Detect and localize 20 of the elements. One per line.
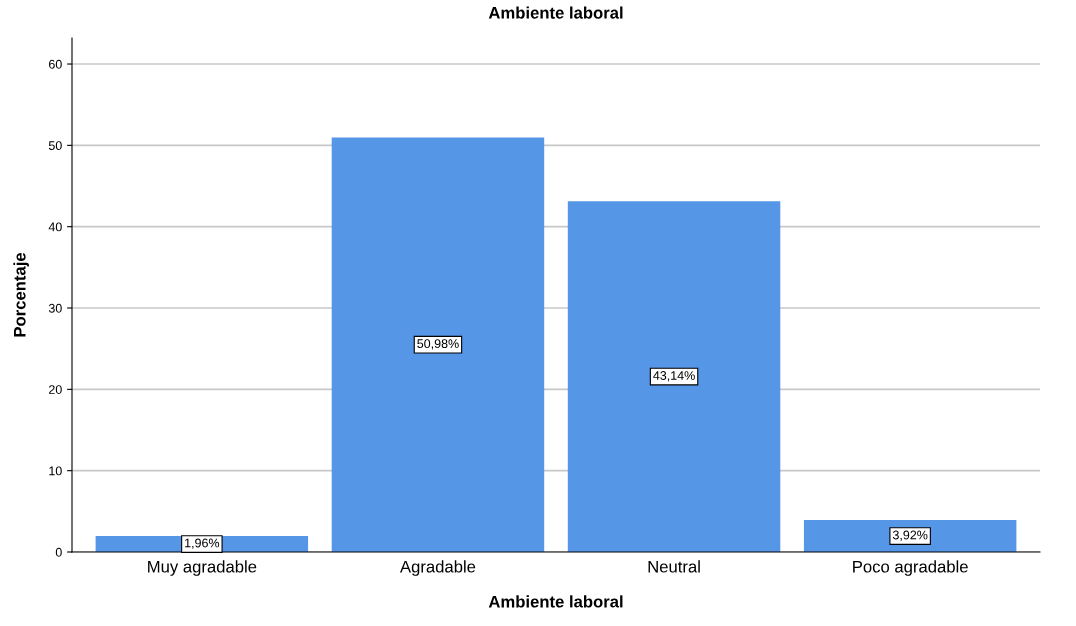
y-tick-label: 60 bbox=[49, 59, 62, 69]
data-label: 50,98% bbox=[417, 339, 459, 350]
x-tick-label: Muy agradable bbox=[148, 560, 257, 576]
chart-title: Ambiente laboral bbox=[488, 6, 623, 19]
bar bbox=[331, 137, 545, 552]
x-tick-label: Poco agradable bbox=[853, 560, 968, 576]
y-tick-label: 0 bbox=[55, 547, 62, 557]
y-tick-label: 20 bbox=[49, 385, 62, 394]
y-tick-label: 10 bbox=[49, 466, 62, 476]
y-axis-title: Porcentaje bbox=[13, 252, 29, 337]
bar bbox=[567, 201, 781, 552]
x-axis-title: Ambiente laboral bbox=[488, 595, 623, 608]
x-tick-label: Agradable bbox=[400, 560, 476, 576]
y-tick-label: 30 bbox=[48, 303, 62, 313]
y-tick-label: 50 bbox=[48, 141, 62, 151]
y-tick-label: 40 bbox=[48, 222, 62, 232]
data-label: 1,96% bbox=[185, 538, 220, 549]
data-label: 3,92% bbox=[892, 530, 928, 541]
data-label: 43,14% bbox=[653, 371, 695, 382]
x-tick-label: Neutral bbox=[648, 560, 700, 573]
